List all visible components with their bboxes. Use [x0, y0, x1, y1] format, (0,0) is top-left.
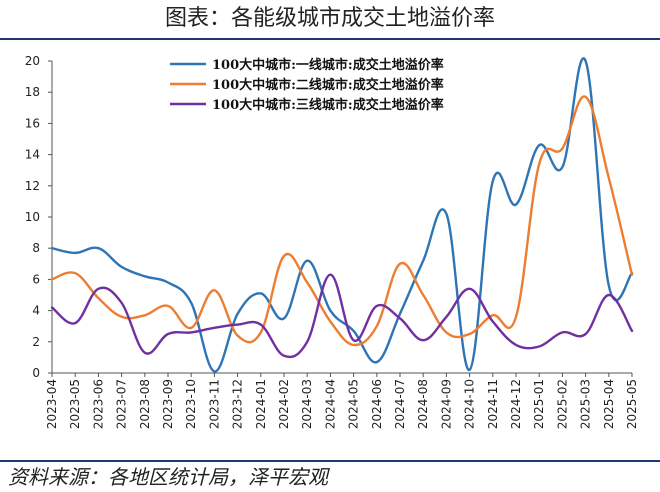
x-tick-label: 2024-11	[486, 379, 500, 429]
x-tick-label: 2025-03	[579, 379, 593, 429]
source-rule	[0, 460, 660, 462]
source-note: 资料来源：各地区统计局，泽平宏观	[8, 465, 328, 489]
x-tick-label: 2024-02	[277, 379, 291, 429]
x-tick-label: 2024-07	[393, 379, 407, 429]
y-tick-label: 0	[32, 366, 40, 380]
x-tick-label: 2023-05	[68, 379, 82, 429]
y-tick-label: 14	[25, 148, 40, 162]
x-tick-label: 2023-04	[45, 379, 59, 429]
series-line-1	[50, 57, 634, 373]
x-tick-label: 2024-12	[509, 379, 523, 429]
legend-label-1: 100大中城市:一线城市:成交土地溢价率	[212, 57, 444, 73]
x-tick-label: 2024-01	[254, 379, 268, 429]
line-chart: 0 2 4 6 8 10 12 14 16 18 20 2023-04 2023-05 2023-06 20…	[25, 54, 639, 429]
x-tick-label: 2025-04	[602, 379, 616, 429]
y-tick-label: 16	[25, 116, 40, 130]
y-tick-label: 2	[32, 335, 40, 349]
y-tick-label: 8	[32, 241, 40, 255]
legend-label-2: 100大中城市:二线城市:成交土地溢价率	[212, 77, 444, 93]
x-tick-label: 2025-01	[532, 379, 546, 429]
x-tick-label: 2023-12	[231, 379, 245, 429]
x-tick-label: 2023-07	[115, 379, 129, 429]
x-tick-label: 2023-09	[161, 379, 175, 429]
y-tick-label: 6	[32, 272, 40, 286]
x-tick-label: 2024-05	[347, 379, 361, 429]
legend-label-3: 100大中城市:三线城市:成交土地溢价率	[212, 97, 444, 113]
x-tick-label: 2023-08	[138, 379, 152, 429]
y-tick-label: 20	[25, 54, 40, 68]
x-tick-label: 2024-10	[463, 379, 477, 429]
x-tick-label: 2024-06	[370, 379, 384, 429]
y-tick-label: 4	[32, 304, 40, 318]
y-tick-label: 12	[25, 179, 40, 193]
y-tick-label: 18	[25, 85, 40, 99]
x-tick-label: 2024-09	[439, 379, 453, 429]
series-line-3	[50, 273, 634, 359]
chart-title: 图表：各能级城市成交土地溢价率	[164, 6, 495, 31]
x-tick-label: 2025-02	[555, 379, 569, 429]
title-rule	[0, 38, 660, 40]
series-line-2	[50, 95, 634, 347]
x-tick-label: 2025-05	[625, 379, 639, 429]
x-tick-label: 2024-04	[323, 379, 337, 429]
x-tick-label: 2023-10	[184, 379, 198, 429]
x-tick-label: 2024-03	[300, 379, 314, 429]
x-tick-label: 2023-11	[207, 379, 221, 429]
y-tick-label: 10	[25, 210, 40, 224]
x-tick-label: 2023-06	[91, 379, 105, 429]
x-tick-label: 2024-08	[416, 379, 430, 429]
